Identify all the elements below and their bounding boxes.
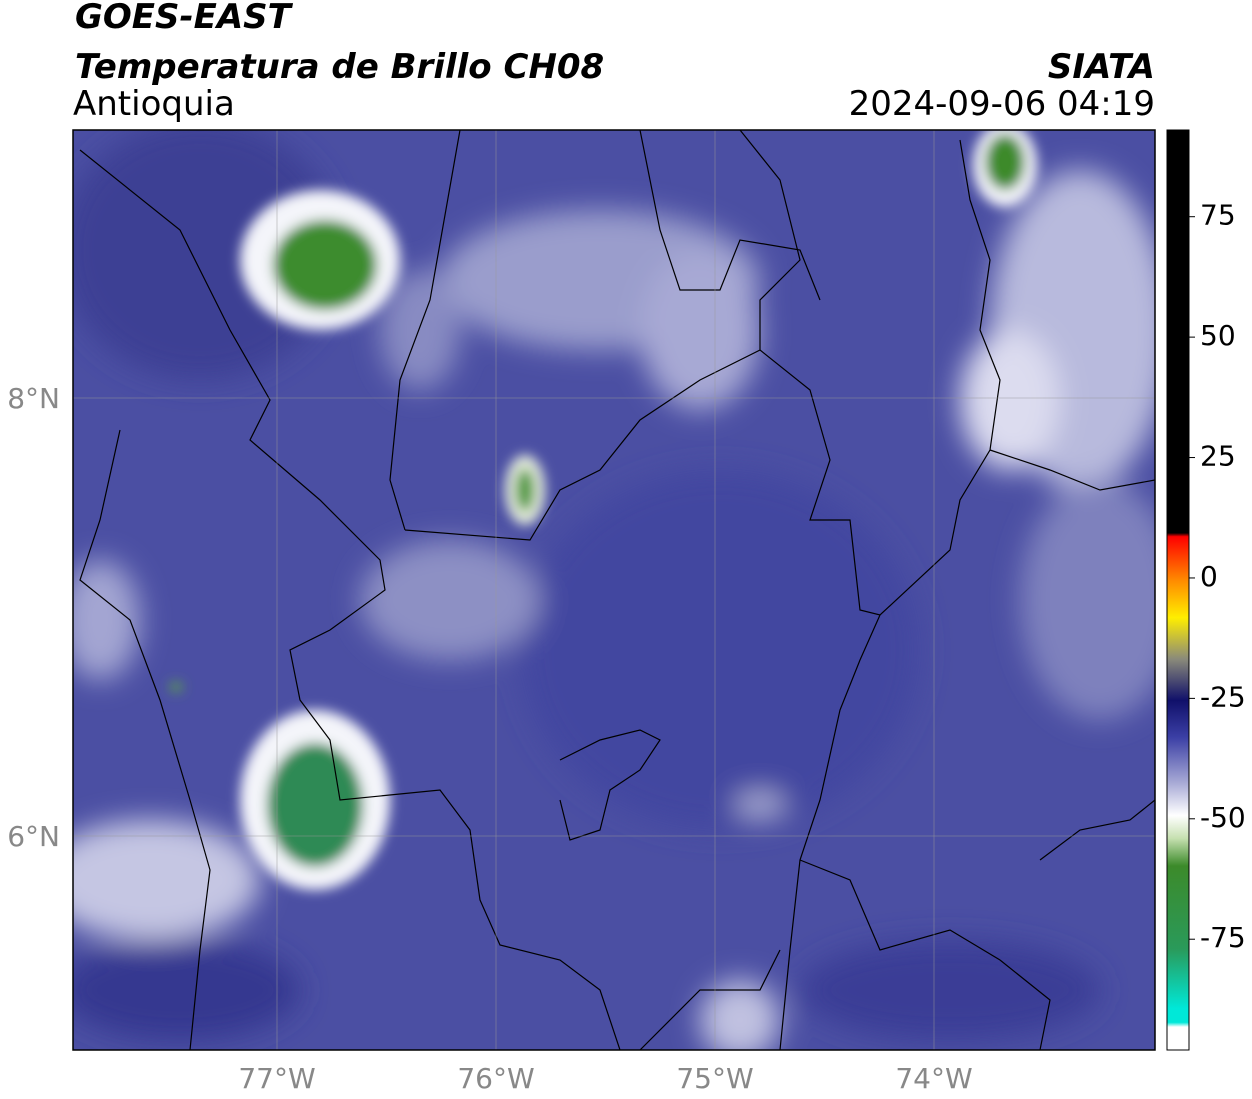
colorbar-tick-label: -75: [1200, 921, 1246, 954]
graticule: [73, 130, 1155, 1050]
lon-label: 75°W: [676, 1062, 753, 1095]
cold-tops: [169, 130, 1037, 890]
lon-label: 74°W: [895, 1062, 972, 1095]
colorbar-tick-label: -50: [1200, 801, 1246, 834]
colorbar-tick-label: 25: [1200, 440, 1236, 473]
map: [73, 130, 1155, 1050]
borders: [79, 130, 1155, 1050]
colorbar-tick-label: -25: [1200, 680, 1246, 713]
colorbar-tick-label: 75: [1200, 199, 1236, 232]
lon-label: 76°W: [457, 1062, 534, 1095]
source: SIATA: [1048, 47, 1155, 87]
title: GOES-EAST: [75, 0, 294, 37]
cloud-field: [73, 130, 1155, 1050]
colorbar-tick-label: 0: [1200, 560, 1218, 593]
lat-label: 8°N: [7, 382, 60, 415]
map-frame: [72, 129, 1156, 1051]
lon-label: 77°W: [238, 1062, 315, 1095]
colorbar-tick-label: 50: [1200, 319, 1236, 352]
subtitle: Temperatura de Brillo CH08: [75, 47, 604, 87]
region: Antioquia: [73, 84, 235, 124]
colorbar: [1166, 129, 1190, 1051]
lat-label: 6°N: [7, 820, 60, 853]
timestamp: 2024-09-06 04:19: [849, 84, 1155, 124]
